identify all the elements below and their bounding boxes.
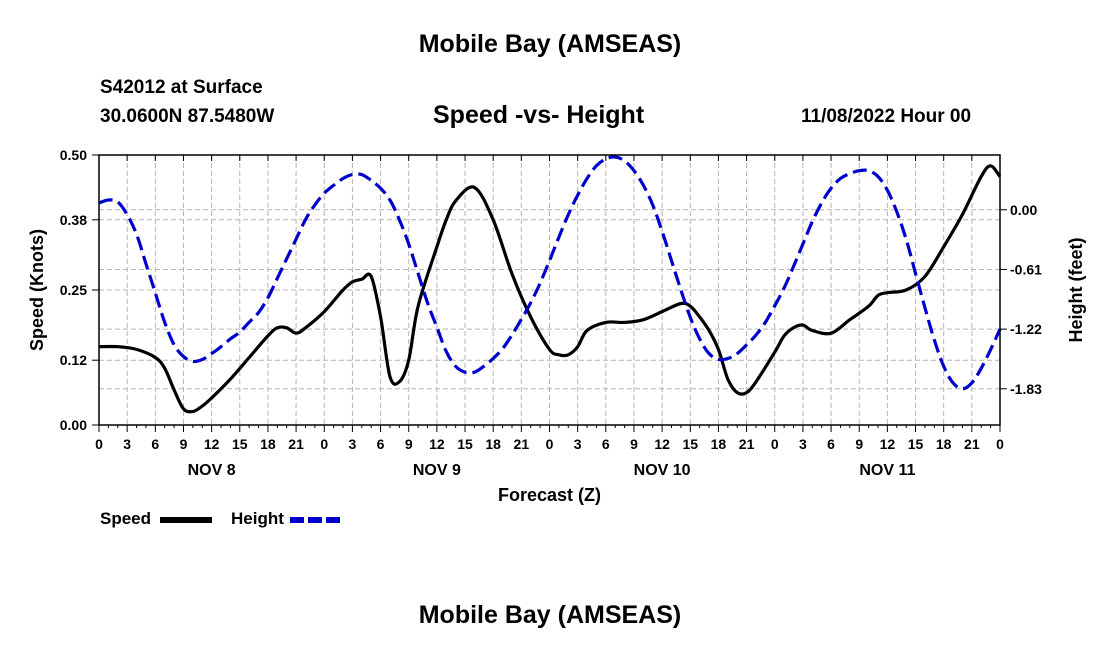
y-right-tick-label: -0.61 <box>1010 261 1042 277</box>
y-left-tick-label: 0.50 <box>60 147 87 163</box>
x-tick-label: 12 <box>429 436 445 452</box>
y-right-tick-label: 0.00 <box>1010 202 1037 218</box>
x-tick-label: 21 <box>964 436 980 452</box>
series-line-height <box>98 155 1002 391</box>
x-day-label: NOV 10 <box>634 462 691 479</box>
x-tick-label: 9 <box>180 436 188 452</box>
x-tick-label: 15 <box>232 436 248 452</box>
y-right-tick-label: -1.83 <box>1010 381 1042 397</box>
x-tick-label: 21 <box>288 436 304 452</box>
chart-title: Speed -vs- Height <box>433 101 645 129</box>
x-tick-label: 21 <box>739 436 755 452</box>
x-tick-label: 0 <box>95 436 103 452</box>
y-left-tick-label: 0.00 <box>60 417 87 433</box>
y-left-tick-label: 0.25 <box>60 282 87 298</box>
x-tick-label: 18 <box>260 436 276 452</box>
legend-height-label: Height <box>231 509 284 528</box>
x-tick-label: 9 <box>855 436 863 452</box>
x-tick-label: 12 <box>880 436 896 452</box>
x-tick-label: 15 <box>457 436 473 452</box>
x-tick-label: 18 <box>936 436 952 452</box>
x-tick-label: 12 <box>204 436 220 452</box>
x-tick-label: 15 <box>682 436 698 452</box>
x-tick-label: 6 <box>827 436 835 452</box>
y-left-tick-label: 0.38 <box>60 212 87 228</box>
x-tick-label: 9 <box>405 436 413 452</box>
x-tick-label: 0 <box>320 436 328 452</box>
x-day-label: NOV 9 <box>413 462 461 479</box>
x-tick-label: 6 <box>377 436 385 452</box>
x-tick-label: 3 <box>349 436 357 452</box>
x-axis-label: Forecast (Z) <box>498 485 601 505</box>
series-line-speed <box>98 164 1002 414</box>
x-day-label: NOV 11 <box>859 462 915 479</box>
x-tick-label: 21 <box>514 436 530 452</box>
y-right-tick-label: -1.22 <box>1010 321 1042 337</box>
x-tick-label: 0 <box>771 436 779 452</box>
page-title-bottom: Mobile Bay (AMSEAS) <box>418 601 682 629</box>
page-title: Mobile Bay (AMSEAS) <box>418 30 682 58</box>
x-tick-label: 15 <box>908 436 924 452</box>
x-tick-label: 0 <box>546 436 554 452</box>
y-left-tick-label: 0.12 <box>60 352 87 368</box>
station-coordinates: 30.0600N 87.5480W <box>100 106 275 127</box>
grid <box>99 155 1000 425</box>
x-tick-label: 3 <box>799 436 807 452</box>
speed-height-chart: 0 3 6 9 12 15 18 21 0 3 6 9 12 15 18 21 0 3 6 9 12 15 18 21 0 3 6 9… <box>27 147 1086 505</box>
x-tick-label: 18 <box>711 436 727 452</box>
x-tick-label: 0 <box>996 436 1004 452</box>
legend-speed-swatch <box>160 517 212 523</box>
station-id: S42012 at Surface <box>100 77 263 98</box>
x-day-label: NOV 8 <box>188 462 236 479</box>
y-left-axis-label: Speed (Knots) <box>27 229 47 351</box>
x-tick-label: 6 <box>602 436 610 452</box>
y-right-axis-label: Height (feet) <box>1066 238 1086 343</box>
x-tick-label: 3 <box>123 436 131 452</box>
legend-speed-label: Speed <box>100 509 152 528</box>
forecast-date: 11/08/2022 Hour 00 <box>801 106 972 127</box>
x-tick-label: 3 <box>574 436 582 452</box>
x-tick-label: 9 <box>630 436 638 452</box>
x-tick-label: 12 <box>654 436 670 452</box>
legend-height-swatch <box>290 517 342 523</box>
x-tick-label: 6 <box>151 436 159 452</box>
x-tick-label: 18 <box>485 436 501 452</box>
